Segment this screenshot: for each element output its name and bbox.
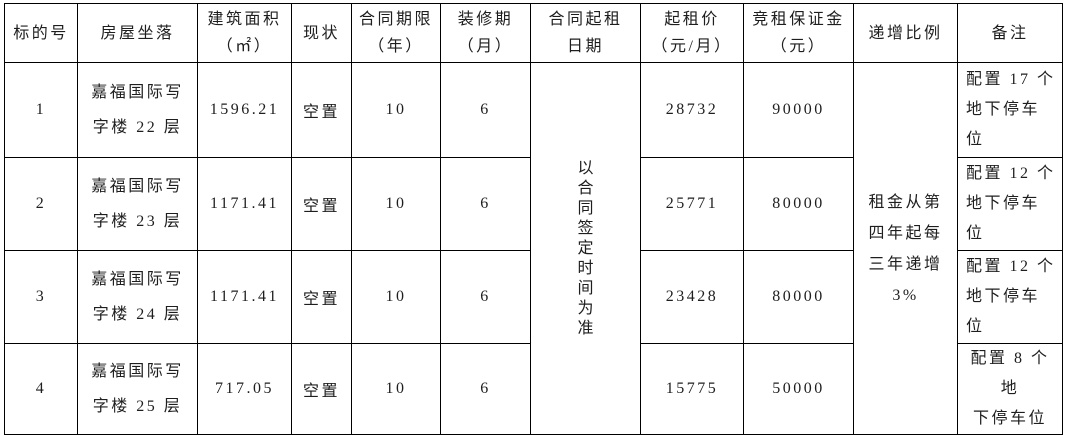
cell-decoration-period: 6: [440, 343, 531, 435]
cell-decoration-period: 6: [440, 157, 531, 251]
cell-start-price: 25771: [640, 157, 744, 251]
rental-bid-table: 标的号 房屋坐落 建筑面积 （㎡） 现状 合同期限 （年） 装修期 （月） 合同起租日…: [4, 3, 1063, 435]
cell-building-area: 1596.21: [197, 62, 292, 158]
cell-start-price: 23428: [640, 250, 744, 344]
table-row: 1 嘉福国际写 字楼 22 层 1596.21 空置 10 6 以合同签定时间为准…: [4, 62, 1063, 435]
cell-deposit: 90000: [743, 62, 854, 158]
header-status: 现状: [291, 3, 352, 63]
cell-contract-term: 10: [351, 250, 441, 344]
header-lease-start-date: 合同起租 日期: [530, 3, 641, 63]
cell-location: 嘉福国际写 字楼 25 层: [77, 343, 198, 435]
cell-bid-number: 3: [4, 250, 78, 344]
cell-bid-number: 4: [4, 343, 78, 435]
cell-start-price: 15775: [640, 343, 744, 435]
header-contract-term: 合同期限 （年）: [351, 3, 441, 63]
cell-status: 空置: [291, 157, 352, 251]
cell-deposit: 80000: [743, 250, 854, 344]
cell-location: 嘉福国际写 字楼 22 层: [77, 62, 198, 158]
cell-remark: 配置 17 个 地下停车 位: [957, 62, 1063, 158]
cell-status: 空置: [291, 343, 352, 435]
cell-building-area: 1171.41: [197, 157, 292, 251]
header-location: 房屋坐落: [77, 3, 198, 63]
header-deposit: 竞租保证金 （元）: [743, 3, 854, 63]
cell-deposit: 50000: [743, 343, 854, 435]
cell-location: 嘉福国际写 字楼 24 层: [77, 250, 198, 344]
cell-location: 嘉福国际写 字楼 23 层: [77, 157, 198, 251]
cell-status: 空置: [291, 250, 352, 344]
cell-building-area: 1171.41: [197, 250, 292, 344]
table-row: 3 嘉福国际写 字楼 24 层 1171.41 空置 10 6 23428 800…: [4, 250, 1063, 344]
header-decoration-period: 装修期 （月）: [440, 3, 531, 63]
cell-status: 空置: [291, 62, 352, 158]
cell-contract-term: 10: [351, 157, 441, 251]
header-building-area: 建筑面积 （㎡）: [197, 3, 292, 63]
header-bid-number: 标的号: [4, 3, 78, 63]
cell-decoration-period: 6: [440, 62, 531, 158]
vertical-text: 以合同签定时间为准: [577, 159, 594, 337]
cell-bid-number: 1: [4, 62, 78, 158]
cell-start-price: 28732: [640, 62, 744, 158]
cell-building-area: 717.05: [197, 343, 292, 435]
cell-contract-term: 10: [351, 343, 441, 435]
cell-deposit: 80000: [743, 157, 854, 251]
cell-remark: 配置 12 个 地下停车 位: [957, 157, 1063, 251]
cell-remark: 配置 8 个地 下停车位: [957, 343, 1063, 435]
cell-increase-ratio-merged: 租金从第 四年起每 三年递增 3%: [853, 62, 958, 435]
header-start-price: 起租价 （元/月）: [640, 3, 744, 63]
table-row: 2 嘉福国际写 字楼 23 层 1171.41 空置 10 6 25771 800…: [4, 157, 1063, 251]
cell-lease-start-date-merged: 以合同签定时间为准: [530, 62, 641, 435]
header-increase-ratio: 递增比例: [853, 3, 958, 63]
cell-remark: 配置 12 个 地下停车 位: [957, 250, 1063, 344]
header-row: 标的号 房屋坐落 建筑面积 （㎡） 现状 合同期限 （年） 装修期 （月） 合同起租日…: [4, 3, 1063, 63]
cell-contract-term: 10: [351, 62, 441, 158]
cell-bid-number: 2: [4, 157, 78, 251]
cell-decoration-period: 6: [440, 250, 531, 344]
header-remark: 备注: [957, 3, 1063, 63]
